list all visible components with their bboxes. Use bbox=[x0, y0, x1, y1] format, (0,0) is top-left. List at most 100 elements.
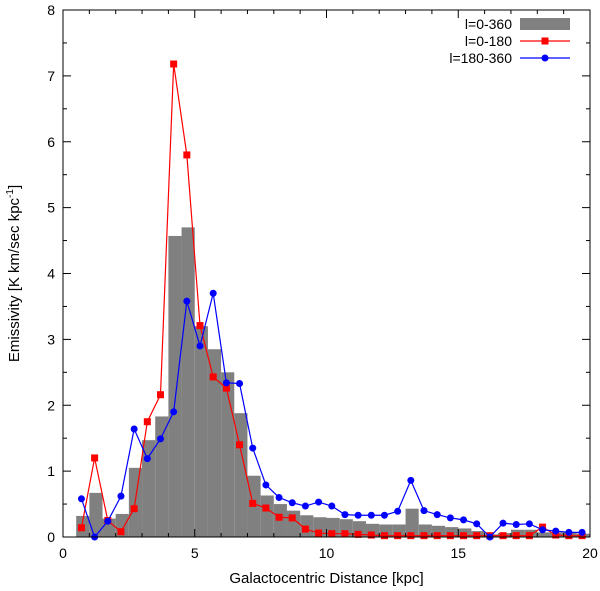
data-point-circle bbox=[130, 425, 138, 433]
x-axis-label: Galactocentric Distance [kpc] bbox=[229, 570, 423, 587]
y-tick-label: 0 bbox=[47, 529, 55, 545]
legend-swatch bbox=[520, 18, 570, 30]
data-point-circle bbox=[354, 511, 362, 519]
y-tick-label: 7 bbox=[47, 68, 55, 84]
data-point-square bbox=[170, 60, 178, 68]
histogram-bar bbox=[537, 532, 551, 537]
data-point-square bbox=[341, 530, 349, 538]
data-point-square bbox=[77, 524, 85, 532]
data-point-square bbox=[420, 532, 428, 540]
data-point-circle bbox=[380, 511, 388, 519]
data-point-square bbox=[91, 454, 99, 462]
data-point-square bbox=[315, 529, 323, 537]
histogram-bar bbox=[194, 326, 208, 537]
legend-marker-circle bbox=[541, 54, 549, 62]
y-tick-label: 4 bbox=[47, 266, 55, 282]
data-point-circle bbox=[77, 495, 85, 503]
histogram-bar bbox=[89, 492, 103, 537]
data-point-square bbox=[117, 528, 125, 536]
data-point-square bbox=[499, 532, 507, 540]
histogram-bar bbox=[260, 495, 274, 537]
legend-marker-square bbox=[541, 37, 549, 45]
legend-label: l=0-180 bbox=[465, 33, 512, 49]
histogram-bar bbox=[155, 416, 169, 537]
y-axis-label-main: Emissivity [K km/sec kpc bbox=[6, 197, 23, 362]
data-point-square bbox=[552, 531, 560, 539]
legend-label: l=180-360 bbox=[449, 50, 512, 66]
histogram-bar bbox=[207, 349, 222, 537]
histogram-bar bbox=[142, 440, 156, 537]
data-point-square bbox=[156, 391, 164, 399]
data-point-square bbox=[473, 532, 481, 540]
data-point-circle bbox=[512, 520, 520, 528]
plot-area bbox=[76, 60, 590, 541]
data-point-square bbox=[222, 384, 230, 392]
data-point-square bbox=[380, 532, 388, 540]
data-point-circle bbox=[143, 455, 151, 463]
data-point-circle bbox=[367, 511, 375, 519]
data-point-circle bbox=[446, 514, 454, 522]
data-point-square bbox=[328, 530, 336, 538]
data-point-circle bbox=[209, 289, 217, 297]
data-point-square bbox=[262, 504, 270, 512]
y-axis-label-sup: -1 bbox=[5, 189, 16, 198]
data-point-circle bbox=[288, 499, 296, 507]
data-point-square bbox=[143, 418, 151, 426]
data-point-circle bbox=[315, 498, 323, 506]
data-point-circle bbox=[183, 297, 191, 305]
data-point-circle bbox=[236, 380, 244, 388]
histogram-bar bbox=[168, 235, 182, 538]
data-point-circle bbox=[328, 502, 336, 510]
data-point-square bbox=[249, 499, 257, 507]
data-point-square bbox=[236, 441, 244, 449]
data-point-circle bbox=[249, 444, 257, 452]
data-point-square bbox=[196, 322, 204, 330]
data-point-circle bbox=[301, 502, 309, 510]
histogram-bar bbox=[431, 525, 446, 537]
data-point-circle bbox=[394, 507, 402, 515]
x-tick-label: 5 bbox=[191, 545, 199, 561]
data-point-circle bbox=[117, 492, 125, 500]
data-point-circle bbox=[565, 528, 573, 536]
y-axis-label-end: ] bbox=[6, 185, 23, 189]
y-tick-label: 6 bbox=[47, 134, 55, 150]
data-point-circle bbox=[407, 476, 415, 484]
data-point-circle bbox=[552, 527, 560, 535]
data-point-square bbox=[288, 514, 296, 522]
data-point-square bbox=[394, 532, 402, 540]
data-point-circle bbox=[222, 379, 230, 387]
data-point-circle bbox=[275, 493, 283, 501]
data-point-circle bbox=[104, 517, 112, 525]
data-point-circle bbox=[539, 526, 547, 534]
data-point-circle bbox=[262, 481, 270, 489]
data-point-circle bbox=[170, 408, 178, 416]
data-point-circle bbox=[341, 511, 349, 519]
data-point-circle bbox=[433, 511, 441, 519]
axis-ticks: 0 5 10 15 20 0 1 2 3 4 5 6 7 8 bbox=[47, 2, 598, 561]
histogram-bar bbox=[405, 508, 419, 537]
x-tick-label: 10 bbox=[319, 545, 335, 561]
data-point-square bbox=[209, 373, 217, 381]
x-tick-label: 20 bbox=[582, 545, 598, 561]
data-point-square bbox=[407, 532, 415, 540]
data-point-square bbox=[275, 513, 283, 521]
y-tick-label: 8 bbox=[47, 2, 55, 18]
data-point-circle bbox=[420, 507, 428, 515]
data-point-square bbox=[460, 532, 468, 540]
data-point-square bbox=[354, 530, 362, 538]
data-point-square bbox=[130, 505, 138, 513]
data-point-circle bbox=[460, 516, 468, 524]
data-point-circle bbox=[196, 342, 204, 350]
data-point-square bbox=[446, 532, 454, 540]
data-point-square bbox=[433, 532, 441, 540]
data-point-circle bbox=[525, 520, 533, 528]
data-point-circle bbox=[473, 520, 481, 528]
y-tick-label: 1 bbox=[47, 463, 55, 479]
data-point-circle bbox=[499, 519, 507, 527]
data-point-circle bbox=[156, 435, 164, 443]
histogram-bar bbox=[181, 227, 195, 537]
data-point-circle bbox=[578, 528, 586, 536]
x-tick-label: 15 bbox=[450, 545, 466, 561]
y-axis-label: Emissivity [K km/sec kpc-1] bbox=[5, 185, 23, 362]
